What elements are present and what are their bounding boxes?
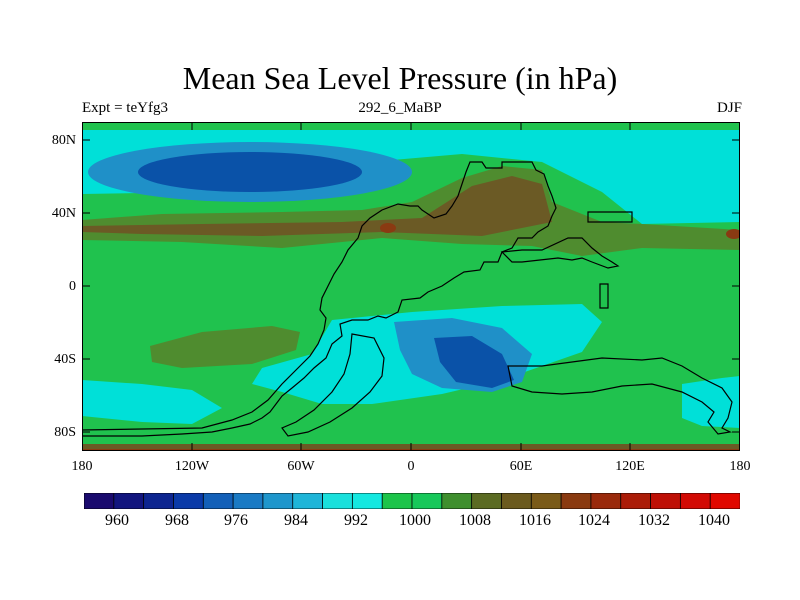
y-tick-80s: 80S [54, 425, 76, 440]
colorbar-label-1016: 1016 [519, 512, 551, 529]
colorbar-swatch [650, 493, 681, 509]
high-peak-center [380, 223, 396, 233]
continent-outline-east [500, 237, 620, 269]
north-low-inner [138, 152, 362, 192]
colorbar-label-968: 968 [165, 512, 189, 529]
colorbar-swatch [590, 493, 622, 509]
x-tick-120w: 120W [174, 459, 210, 474]
x-tick-60w: 60W [287, 459, 315, 474]
southeast-cyan-region [682, 376, 740, 428]
south-high-patch [150, 326, 300, 368]
y-tick-80n: 80N [51, 133, 76, 148]
x-tick-120e: 120E [615, 459, 645, 474]
colorbar-swatch [411, 493, 443, 509]
map-ticks [82, 122, 740, 451]
colorbar-label-976: 976 [224, 512, 248, 529]
colorbar-swatch [292, 493, 324, 509]
colorbar-swatch [530, 493, 562, 509]
high-peak-east [726, 229, 740, 239]
y-tick-40n: 40N [51, 206, 76, 221]
colorbar-swatch [560, 493, 592, 509]
colorbar-swatch [202, 493, 234, 509]
colorbar-label-1032: 1032 [638, 512, 670, 529]
continent-outline-block [587, 211, 633, 223]
colorbar-label-1024: 1024 [578, 512, 610, 529]
colorbar-swatch [471, 493, 503, 509]
south-low-inner [434, 336, 514, 388]
island-outline [599, 283, 609, 309]
x-tick-180-left: 180 [71, 459, 93, 474]
colorbar-swatch [441, 493, 473, 509]
colorbar-label-1000: 1000 [399, 512, 431, 529]
colorbar-swatch [113, 493, 145, 509]
continent-outline-southeast [507, 357, 733, 435]
colorbar-swatch [381, 493, 413, 509]
colorbar-swatch [679, 493, 711, 509]
continent-outline-south [281, 333, 385, 437]
high-band-inner [82, 176, 552, 236]
y-tick-40s: 40S [54, 352, 76, 367]
colorbar-swatch [173, 493, 204, 509]
colorbar-swatch [84, 493, 115, 509]
colorbar-swatch [709, 493, 740, 509]
colorbar-swatch [620, 493, 652, 509]
colorbar-swatch [262, 493, 294, 509]
colorbar-label-992: 992 [344, 512, 368, 529]
y-tick-0: 0 [69, 279, 76, 294]
pressure-map [82, 122, 740, 451]
x-tick-180-right: 180 [729, 459, 751, 474]
experiment-label: Expt = teYfg3 [82, 100, 168, 116]
colorbar-label-1008: 1008 [459, 512, 491, 529]
southwest-cyan-region [82, 380, 222, 424]
period-label: 292_6_MaBP [358, 100, 442, 116]
colorbar [84, 493, 740, 509]
colorbar-label-1040: 1040 [698, 512, 730, 529]
season-label: DJF [716, 100, 742, 116]
colorbar-swatch [351, 493, 383, 509]
x-tick-60e: 60E [509, 459, 533, 474]
colorbar-swatch [143, 493, 175, 509]
colorbar-swatch [501, 493, 532, 509]
colorbar-label-960: 960 [105, 512, 129, 529]
colorbar-swatch [232, 493, 264, 509]
x-tick-0: 0 [407, 459, 415, 474]
chart-title: Mean Sea Level Pressure (in hPa) [182, 60, 618, 96]
colorbar-swatch [322, 493, 353, 509]
colorbar-label-984: 984 [284, 512, 308, 529]
continent-outline-main [82, 161, 557, 437]
